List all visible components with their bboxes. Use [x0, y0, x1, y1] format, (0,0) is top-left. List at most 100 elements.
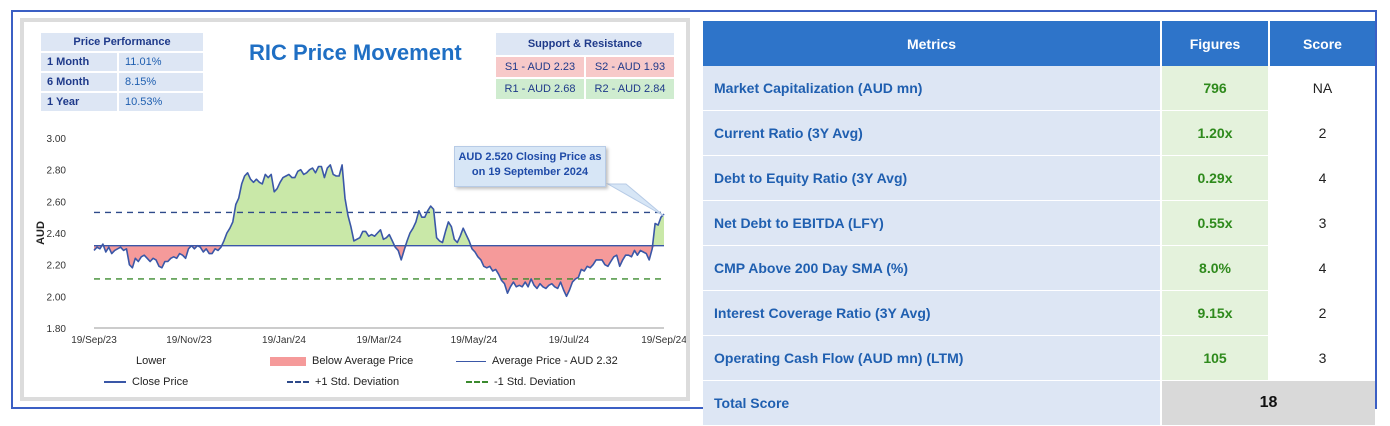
metric-figure: 9.15x	[1160, 290, 1270, 336]
minus-sd-swatch	[466, 381, 488, 383]
perf-row: 6 Month 8.15%	[41, 73, 203, 91]
legend-plus-sd: +1 Std. Deviation	[287, 376, 399, 388]
total-row: Total Score 18	[703, 380, 1375, 426]
metric-figure: 1.20x	[1160, 110, 1270, 156]
perf-label: 6 Month	[41, 73, 117, 91]
perf-value: 11.01%	[119, 53, 203, 71]
perf-row: 1 Year 10.53%	[41, 93, 203, 111]
legend-plus-sd-label: +1 Std. Deviation	[315, 376, 400, 388]
metric-score: 4	[1269, 155, 1375, 201]
table-row: Debt to Equity Ratio (3Y Avg) 0.29x 4	[703, 155, 1375, 201]
metric-score: 3	[1269, 200, 1375, 246]
below-average-area	[102, 245, 192, 268]
chart-legend: Lower Below Average Price Average Price …	[24, 22, 686, 397]
metric-score: 3	[1269, 335, 1375, 381]
metric-score: 4	[1269, 245, 1375, 291]
callout-line-2: on 19 September 2024	[471, 166, 589, 178]
chart-title: RIC Price Movement	[249, 40, 462, 65]
total-score-value: 18	[1160, 380, 1375, 426]
above-average-area	[220, 164, 396, 246]
legend-below-average-label: Below Average Price	[312, 355, 414, 367]
metrics-table: Metrics Figures Score Market Capitalizat…	[703, 21, 1375, 426]
perf-label: 1 Year	[41, 93, 117, 111]
x-tick-label: 19/Jul/24	[549, 335, 590, 346]
legend-close: Close Price	[104, 376, 188, 388]
x-tick-label: 19/Sep/24	[641, 335, 686, 346]
table-row: Net Debt to EBITDA (LFY) 0.55x 3	[703, 200, 1375, 246]
x-tick-label: 19/Sep/23	[71, 335, 117, 346]
legend-below-average: Below Average Price	[270, 355, 413, 367]
close-swatch	[104, 381, 126, 383]
x-tick-label: 19/May/24	[451, 335, 498, 346]
above-average-area	[652, 214, 664, 246]
support-2: S2 - AUD 1.93	[586, 57, 674, 77]
y-axis-label: AUD	[35, 221, 47, 245]
legend-minus-sd-label: -1 Std. Deviation	[494, 376, 576, 388]
x-tick-label: 19/Jan/24	[262, 335, 306, 346]
metric-figure: 0.55x	[1160, 200, 1270, 246]
metric-score: 2	[1269, 290, 1375, 336]
x-tick-label: 19/Mar/24	[356, 335, 401, 346]
average-swatch	[456, 360, 486, 362]
total-score-label: Total Score	[703, 380, 1161, 426]
metric-figure: 8.0%	[1160, 245, 1270, 291]
support-resistance-header: Support & Resistance	[496, 33, 674, 55]
legend-average-label: Average Price - AUD 2.32	[492, 355, 618, 367]
below-average-swatch	[270, 356, 306, 366]
metric-name: Debt to Equity Ratio (3Y Avg)	[703, 155, 1161, 201]
perf-value: 10.53%	[119, 93, 203, 111]
metric-name: Market Capitalization (AUD mn)	[703, 66, 1161, 111]
price-plot: 3.00 2.80 2.60 2.40 2.20 2.00 1.80 AUD 19/Sep/23…	[35, 134, 686, 346]
table-row: Current Ratio (3Y Avg) 1.20x 2	[703, 110, 1375, 156]
legend-close-label: Close Price	[132, 376, 189, 388]
perf-label: 1 Month	[41, 53, 117, 71]
header-score: Score	[1269, 21, 1375, 66]
plus-sd-swatch	[287, 381, 309, 383]
perf-value: 8.15%	[119, 73, 203, 91]
support-1: S1 - AUD 2.23	[496, 57, 584, 77]
close-price-line	[93, 164, 665, 298]
y-tick-label: 1.80	[47, 324, 67, 335]
x-tick-label: 19/Nov/23	[166, 335, 212, 346]
metric-name: Operating Cash Flow (AUD mn) (LTM)	[703, 335, 1161, 381]
callout-pointer	[606, 183, 665, 217]
price-chart-card: Price Performance 1 Month 11.01% 6 Month…	[20, 18, 690, 401]
y-tick-label: 2.80	[47, 166, 67, 177]
metric-figure: 0.29x	[1160, 155, 1270, 201]
legend-average: Average Price - AUD 2.32	[456, 355, 618, 367]
callout-line-1: AUD 2.520 Closing Price as	[458, 151, 602, 163]
closing-price-callout: AUD 2.520 Closing Price as on 19 Septemb…	[454, 146, 606, 187]
table-row: Operating Cash Flow (AUD mn) (LTM) 105 3	[703, 335, 1375, 381]
metric-figure: 105	[1160, 335, 1270, 381]
y-tick-label: 2.00	[47, 292, 67, 303]
below-average-area	[469, 245, 656, 297]
y-tick-label: 2.20	[47, 261, 67, 272]
price-chart-inner: Price Performance 1 Month 11.01% 6 Month…	[24, 22, 686, 397]
resistance-2: R2 - AUD 2.84	[586, 79, 674, 99]
legend-lower-label: Lower	[136, 355, 166, 367]
legend-minus-sd: -1 Std. Deviation	[466, 376, 575, 388]
header-metrics: Metrics	[703, 21, 1162, 66]
header-figures: Figures	[1161, 21, 1270, 66]
metric-score: NA	[1269, 66, 1375, 111]
table-row: CMP Above 200 Day SMA (%) 8.0% 4	[703, 245, 1375, 291]
resistance-1: R1 - AUD 2.68	[496, 79, 584, 99]
legend-lower: Lower	[136, 355, 166, 367]
table-row: Market Capitalization (AUD mn) 796 NA	[703, 66, 1375, 111]
y-tick-label: 3.00	[47, 134, 67, 145]
metric-figure: 796	[1160, 66, 1270, 111]
metric-name: Net Debt to EBITDA (LFY)	[703, 200, 1161, 246]
metrics-header-row: Metrics Figures Score	[703, 21, 1375, 66]
y-tick-label: 2.40	[47, 229, 67, 240]
price-performance-header: Price Performance	[41, 33, 203, 51]
metric-name: CMP Above 200 Day SMA (%)	[703, 245, 1161, 291]
metric-name: Interest Coverage Ratio (3Y Avg)	[703, 290, 1161, 336]
y-tick-label: 2.60	[47, 197, 67, 208]
table-row: Interest Coverage Ratio (3Y Avg) 9.15x 2	[703, 290, 1375, 336]
perf-row: 1 Month 11.01%	[41, 53, 203, 71]
support-resistance-table: Support & Resistance S1 - AUD 2.23 S2 - …	[494, 31, 676, 101]
below-average-area	[197, 245, 224, 254]
metric-name: Current Ratio (3Y Avg)	[703, 110, 1161, 156]
price-performance-table: Price Performance 1 Month 11.01% 6 Month…	[39, 31, 205, 113]
metric-score: 2	[1269, 110, 1375, 156]
